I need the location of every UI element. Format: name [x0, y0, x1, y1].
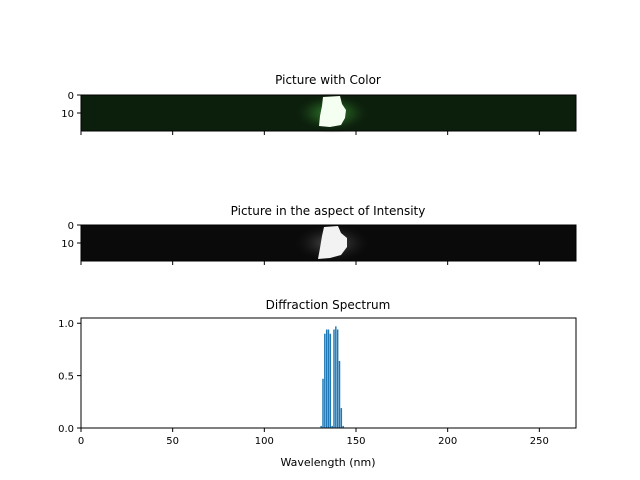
color-image-x-axis	[80, 131, 540, 135]
color-image-bright-spot	[319, 96, 346, 127]
spectrum-bar	[322, 378, 324, 428]
x-tick-label: 0	[78, 436, 84, 447]
spectrum-bar	[335, 326, 337, 428]
x-tick-label: 50	[166, 436, 179, 447]
spectrum-bars	[320, 326, 344, 428]
y-tick-label: 10	[61, 109, 74, 120]
panel-color-image: Picture with Color 0 10	[61, 73, 576, 135]
spectrum-bar	[333, 329, 335, 428]
color-image-y-axis: 0 10	[61, 91, 81, 120]
intensity-image-bright-spot	[318, 226, 347, 259]
intensity-image-frame	[80, 224, 577, 262]
x-tick-label: 250	[530, 436, 549, 447]
y-tick-label: 1.0	[58, 319, 74, 330]
y-tick-label: 0	[68, 91, 74, 102]
spectrum-title: Diffraction Spectrum	[266, 298, 391, 312]
spectrum-bar	[327, 329, 330, 428]
spectrum-bar	[336, 329, 339, 428]
spectrum-bar	[329, 333, 332, 428]
spectrum-bar	[324, 333, 326, 428]
x-tick-label: 200	[438, 436, 457, 447]
y-tick-label: 0.5	[58, 372, 74, 383]
intensity-image-y-axis: 0 10	[61, 221, 81, 250]
panel-color-title: Picture with Color	[275, 73, 381, 87]
color-image-frame	[80, 94, 577, 132]
panel-intensity-title: Picture in the aspect of Intensity	[231, 204, 426, 218]
spectrum-x-axis-label: Wavelength (nm)	[280, 456, 375, 469]
y-tick-label: 10	[61, 239, 74, 250]
x-tick-label: 150	[346, 436, 365, 447]
x-tick-label: 100	[255, 436, 274, 447]
intensity-image-x-axis	[80, 261, 540, 265]
spectrum-bar	[338, 360, 341, 428]
spectrum-bar	[340, 408, 343, 428]
spectrum-y-axis: 0.0 0.5 1.0	[58, 319, 81, 435]
spectrum-bar	[342, 425, 344, 428]
panel-intensity-image: Picture in the aspect of Intensity 0 10	[61, 204, 576, 265]
spectrum-bar	[331, 425, 333, 428]
spectrum-bar	[325, 329, 328, 428]
spectrum-x-axis: 0 50 100 150 200 250	[78, 428, 549, 447]
panel-diffraction-spectrum: Diffraction Spectrum 0.0 0.5 1.0 0 50 100 150…	[58, 298, 577, 469]
y-tick-label: 0	[68, 221, 74, 232]
spectrum-plot-frame	[80, 317, 577, 429]
y-tick-label: 0.0	[58, 424, 74, 435]
spectrum-bar	[320, 425, 322, 428]
